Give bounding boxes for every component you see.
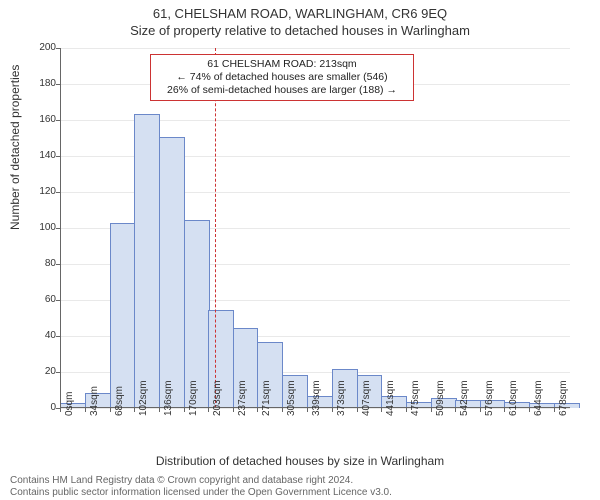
x-tick	[134, 408, 135, 412]
x-tick	[257, 408, 258, 412]
x-tick	[455, 408, 456, 412]
y-tick-label: 80	[28, 258, 56, 269]
y-tick-label: 180	[28, 78, 56, 89]
histogram-bar	[110, 223, 136, 408]
x-tick	[381, 408, 382, 412]
credit-line-2: Contains public sector information licen…	[10, 487, 392, 498]
y-tick-label: 100	[28, 222, 56, 233]
x-tick	[282, 408, 283, 412]
histogram-plot: 0204060801001201401601802000sqm34sqm68sq…	[60, 48, 570, 408]
x-tick	[110, 408, 111, 412]
page-title: 61, CHELSHAM ROAD, WARLINGHAM, CR6 9EQ	[0, 0, 600, 21]
grid-line	[60, 48, 570, 49]
x-axis-label: Distribution of detached houses by size …	[0, 454, 600, 468]
annotation-box: 61 CHELSHAM ROAD: 213sqm← 74% of detache…	[150, 54, 414, 101]
chart-area: 0204060801001201401601802000sqm34sqm68sq…	[60, 48, 570, 408]
x-tick	[60, 408, 61, 412]
x-tick	[480, 408, 481, 412]
y-tick-label: 140	[28, 150, 56, 161]
x-tick	[159, 408, 160, 412]
x-tick	[529, 408, 530, 412]
y-tick-label: 200	[28, 42, 56, 53]
y-tick-label: 160	[28, 114, 56, 125]
y-tick-label: 60	[28, 294, 56, 305]
page-subtitle: Size of property relative to detached ho…	[0, 21, 600, 38]
y-tick-label: 20	[28, 366, 56, 377]
credit-line-1: Contains HM Land Registry data © Crown c…	[10, 475, 353, 486]
histogram-bar	[134, 114, 160, 408]
y-tick-label: 40	[28, 330, 56, 341]
x-tick	[233, 408, 234, 412]
reference-line	[215, 48, 216, 408]
y-tick-label: 0	[28, 402, 56, 413]
histogram-bar	[159, 137, 185, 408]
x-tick	[184, 408, 185, 412]
x-tick	[357, 408, 358, 412]
annotation-line-2: ← 74% of detached houses are smaller (54…	[157, 71, 407, 84]
y-axis-line	[60, 48, 61, 408]
y-tick-label: 120	[28, 186, 56, 197]
x-tick	[406, 408, 407, 412]
y-axis-label: Number of detached properties	[8, 65, 22, 230]
annotation-line-3: 26% of semi-detached houses are larger (…	[157, 84, 407, 97]
x-tick	[85, 408, 86, 412]
x-tick	[307, 408, 308, 412]
annotation-line-1: 61 CHELSHAM ROAD: 213sqm	[157, 58, 407, 71]
x-tick	[208, 408, 209, 412]
x-tick	[431, 408, 432, 412]
x-tick	[332, 408, 333, 412]
x-tick	[554, 408, 555, 412]
x-tick	[504, 408, 505, 412]
